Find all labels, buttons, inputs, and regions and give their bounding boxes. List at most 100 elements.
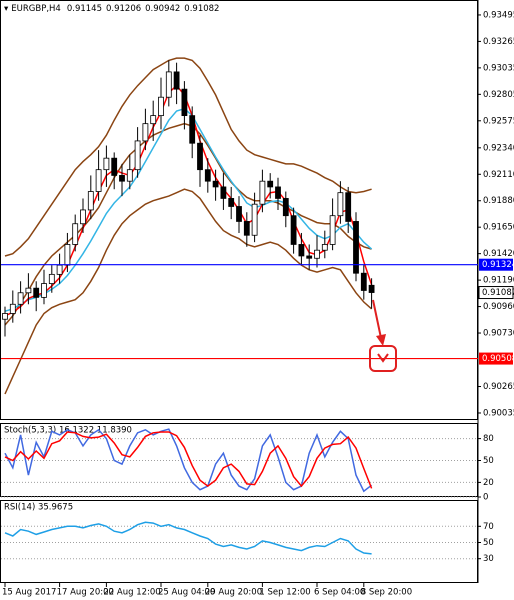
x-tick-label: 22 Aug 12:00 [103, 588, 160, 598]
candle-body [56, 264, 63, 275]
indicator-line [4, 188, 373, 395]
candle-body [87, 191, 94, 211]
header-high: 0.91206 [106, 4, 141, 14]
chart-title: EURGBP,H4 [11, 4, 61, 14]
x-tick-label: 17 Aug 20:00 [57, 588, 114, 598]
candle-body [17, 292, 24, 305]
candle-body [41, 283, 47, 298]
chart-header: ▾ EURGBP,H4 0.91145 0.91206 0.90942 0.91082 [4, 4, 219, 14]
y-tick-label: 0.93035 [483, 63, 514, 73]
candle-body [275, 186, 281, 199]
y-tick-label: 70 [483, 522, 494, 532]
y-tick-label: 0.93495 [483, 10, 514, 20]
candle-body [111, 157, 118, 176]
candle-body [329, 215, 336, 245]
candle-body [181, 88, 188, 117]
candle-body [228, 198, 235, 207]
candle-body [48, 273, 55, 284]
candle-body [95, 169, 102, 192]
rsi-title: RSI(14) 35.9675 [4, 503, 73, 513]
candle-body [103, 157, 110, 171]
indicator-line [4, 521, 372, 555]
candle-body [360, 272, 367, 291]
x-tick-label: 6 Sep 04:00 [314, 588, 365, 598]
indicator-line [4, 84, 373, 317]
candle-body [134, 140, 141, 171]
indicator-line [4, 431, 373, 489]
header-open: 0.91145 [67, 4, 102, 14]
header-low: 0.90942 [145, 4, 180, 14]
candle-body [2, 313, 8, 320]
y-tick-label: 0.90035 [483, 408, 514, 418]
y-tick-label: 0.92805 [483, 90, 514, 100]
candle-body [165, 71, 172, 98]
candle-body [306, 255, 313, 259]
y-tick-label: 20 [483, 478, 494, 488]
indicator-line [4, 122, 372, 326]
candle-body [220, 186, 227, 199]
candle-body [158, 96, 164, 117]
candle-body [212, 180, 219, 188]
forecast-arrow [372, 299, 382, 339]
candle-body [314, 249, 320, 259]
target-icon [377, 353, 389, 363]
candle-body [243, 221, 250, 236]
x-tick-label: 15 Aug 2017 [2, 588, 56, 598]
y-tick-label: 30 [483, 554, 494, 564]
target-box [369, 345, 397, 372]
candle-body [321, 244, 328, 251]
current-price-bg [478, 286, 514, 300]
level-label-bg [479, 352, 513, 365]
candle-body [251, 203, 258, 236]
candle-body [345, 192, 352, 222]
x-tick-label: 25 Aug 04:00 [158, 588, 215, 598]
level-label: 0.90508 [482, 354, 514, 364]
x-tick-label: 1 Sep 12:00 [259, 588, 310, 598]
candle-body [72, 223, 79, 245]
x-tick-label: 29 Aug 20:00 [205, 588, 262, 598]
candle-body [64, 244, 71, 266]
candle-body [267, 180, 274, 188]
y-tick-label: 80 [483, 434, 494, 444]
candle-body [290, 215, 297, 245]
header-close: 0.91082 [184, 4, 219, 14]
candle-body [150, 115, 157, 125]
candle-body [9, 303, 16, 314]
candle-body [142, 123, 149, 142]
y-tick-label: 50 [483, 456, 494, 466]
candle-body [126, 169, 133, 182]
y-tick-label: 0.93265 [483, 37, 514, 47]
header-icon: ▾ [4, 4, 9, 14]
candle-body [282, 198, 289, 217]
candle-body [80, 209, 86, 225]
candle-body [368, 284, 375, 293]
candle-body [353, 221, 359, 274]
candle-body [189, 115, 196, 144]
candle-body [204, 169, 211, 182]
candle-body [119, 175, 125, 182]
candle-body [173, 71, 180, 90]
indicator-line [4, 428, 373, 493]
candle-body [25, 287, 32, 294]
forecast-annotation [369, 299, 397, 372]
arrow-head [376, 334, 386, 346]
y-tick-label: 0 [483, 493, 488, 503]
candle-body [33, 287, 40, 298]
candle-body [298, 244, 305, 257]
y-tick-label: 0.90265 [483, 382, 514, 392]
level-label-bg [479, 258, 513, 271]
indicator-line [4, 57, 372, 257]
indicator-line [4, 107, 373, 312]
y-tick-label: 0.92575 [483, 116, 514, 126]
level-label: 0.91324 [482, 260, 514, 270]
candle-body [337, 192, 344, 217]
